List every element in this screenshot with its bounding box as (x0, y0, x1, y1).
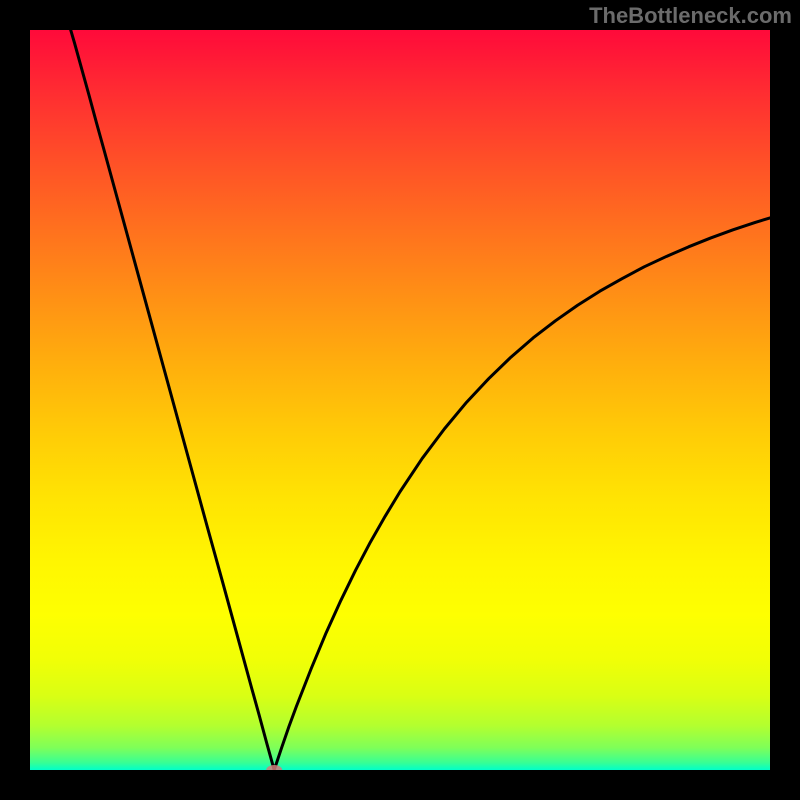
plot-area (30, 30, 770, 770)
chart-svg (30, 30, 770, 770)
gradient-background (30, 30, 770, 770)
watermark: TheBottleneck.com (589, 3, 792, 29)
chart-container: TheBottleneck.com (0, 0, 800, 800)
